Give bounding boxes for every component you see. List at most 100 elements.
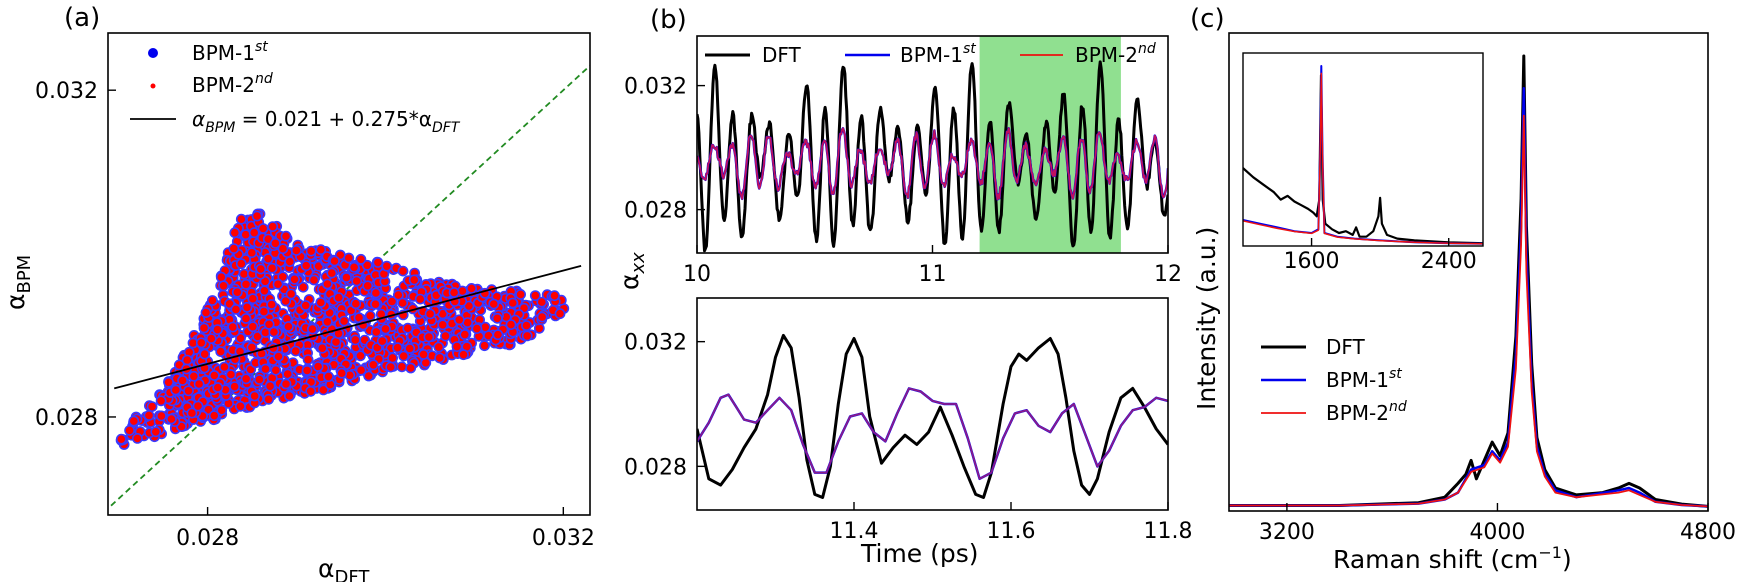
series-BPM-2nd — [1229, 114, 1708, 508]
series-lines-b-top — [697, 60, 1168, 253]
scatter-point — [451, 341, 463, 352]
scatter-point — [195, 337, 207, 349]
scatter-point — [193, 378, 205, 390]
scatter-point — [225, 369, 237, 380]
legend-label-bpm1-c: BPM-1st — [1326, 366, 1402, 392]
scatter-point — [266, 299, 277, 310]
legend-c: DFT BPM-1st BPM-2nd — [1261, 335, 1407, 425]
scatter-point — [177, 375, 188, 386]
scatter-point — [212, 382, 224, 393]
scatter-point — [218, 361, 230, 373]
scatter-point — [131, 432, 143, 444]
scatter-point — [273, 351, 284, 362]
scatter-point — [363, 370, 375, 382]
axes-frame-b-bottom — [696, 297, 1169, 511]
series-BPM-2nd — [697, 387, 1168, 480]
scatter-point — [305, 245, 317, 257]
scatter-point — [290, 244, 302, 256]
scatter-point — [183, 385, 194, 397]
legend-a: BPM-1st BPM-2nd αBPM = 0.021 + 0.275*αDF… — [130, 39, 461, 136]
scatter-point — [370, 287, 382, 299]
x-tick-label: 11.4 — [830, 519, 879, 544]
scatter-point — [240, 373, 252, 385]
x-tick-label: 12 — [1154, 262, 1182, 287]
y-tick-label: 0.028 — [35, 406, 98, 431]
scatter-point — [280, 230, 292, 242]
scatter-point — [381, 260, 393, 272]
scatter-point — [397, 265, 409, 277]
scatter-point — [367, 359, 379, 371]
legend-marker-bpm2 — [150, 83, 156, 89]
scatter-point — [290, 345, 302, 357]
scatter-point — [205, 333, 217, 344]
scatter-point — [505, 319, 517, 330]
scatter-point — [312, 361, 324, 372]
scatter-point — [536, 311, 548, 323]
scatter-point — [297, 281, 309, 293]
scatter-point — [240, 313, 252, 324]
ticks-c: 3200 4000 4800 — [1259, 503, 1736, 545]
scatter-point — [246, 247, 258, 259]
scatter-point — [315, 297, 327, 308]
fit-line-path — [113, 264, 582, 390]
scatter-point — [277, 271, 289, 283]
scatter-point — [521, 330, 533, 342]
scatter-point — [229, 227, 241, 239]
scatter-point — [206, 295, 218, 306]
scatter-point — [165, 413, 177, 425]
x-tick-label: 1600 — [1284, 249, 1340, 274]
x-tick-label: 4000 — [1469, 520, 1525, 545]
legend-label-bpm2-b: BPM-2nd — [1075, 41, 1156, 67]
scatter-point — [300, 260, 312, 272]
scatter-point — [257, 223, 269, 234]
scatter-point — [235, 332, 246, 344]
scatter-point — [521, 320, 532, 331]
scatter-point — [458, 349, 469, 361]
scatter-point — [338, 315, 350, 327]
scatter-point — [479, 340, 490, 352]
scatter-point — [376, 335, 388, 347]
scatter-point — [397, 297, 409, 309]
scatter-point — [262, 253, 274, 265]
scatter-point — [280, 378, 292, 390]
scatter-point — [247, 293, 259, 305]
legend-b: DFT BPM-1st BPM-2nd — [705, 41, 1156, 67]
scatter-point — [361, 259, 373, 271]
scatter-point — [215, 346, 227, 357]
scatter-point — [350, 298, 362, 310]
x-axis-label-c: Raman shift (cm−1) — [1333, 543, 1572, 574]
legend-label-fit: αBPM = 0.021 + 0.275*αDFT — [192, 107, 461, 136]
scatter-point — [235, 213, 247, 225]
scatter-point — [155, 395, 167, 407]
scatter-point — [333, 292, 345, 303]
scatter-point — [329, 255, 340, 267]
scatter-point — [253, 374, 265, 385]
scatter-point — [285, 288, 297, 300]
scatter-point — [471, 323, 483, 334]
scatter-point — [434, 352, 446, 364]
scatter-point — [258, 306, 270, 317]
scatter-point — [248, 227, 260, 239]
scatter-point — [308, 274, 320, 286]
legend-label-bpm1-b: BPM-1st — [900, 41, 976, 67]
y-tick-label: 0.032 — [624, 331, 687, 356]
scatter-point — [529, 290, 541, 301]
scatter-point — [227, 321, 239, 333]
scatter-point — [150, 426, 162, 438]
axes-frame-c — [1228, 32, 1709, 512]
legend-label-bpm1: BPM-1st — [192, 39, 268, 65]
x-tick-label: 10 — [683, 262, 711, 287]
scatter-point — [370, 298, 381, 310]
scatter-point — [251, 210, 263, 222]
panel-label-b: (b) — [650, 5, 687, 35]
inset-background — [1243, 53, 1483, 246]
scatter-point — [437, 319, 449, 331]
scatter-point — [326, 267, 338, 279]
x-tick-label: 2400 — [1421, 249, 1477, 274]
scatter-point — [370, 326, 382, 338]
scatter-point — [263, 318, 275, 330]
scatter-point — [424, 308, 436, 320]
scatter-point — [124, 424, 136, 436]
scatter-point — [466, 282, 477, 294]
scatter-point — [284, 256, 296, 267]
